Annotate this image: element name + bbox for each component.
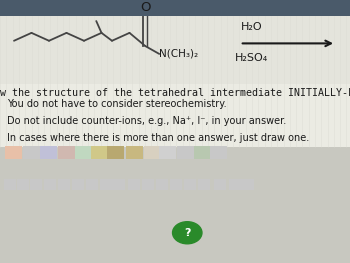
Text: You do not have to consider stereochemistry.: You do not have to consider stereochemis… (7, 99, 227, 109)
Text: ?: ? (184, 228, 190, 238)
Bar (4, 179, 16, 190)
Bar (30, 179, 42, 190)
Text: H₂O: H₂O (241, 22, 263, 32)
Bar (198, 179, 210, 190)
Circle shape (173, 222, 202, 244)
Bar (0, 0, 350, 84)
Bar (159, 146, 176, 159)
Bar (0, 84, 350, 147)
Bar (128, 179, 140, 190)
Bar (23, 146, 40, 159)
Text: In cases where there is more than one answer, just draw one.: In cases where there is more than one an… (7, 133, 309, 143)
Bar (142, 179, 154, 190)
Bar (126, 146, 143, 159)
Bar (144, 146, 160, 159)
Bar (0, 147, 350, 205)
Text: N(CH₃)₂: N(CH₃)₂ (159, 49, 198, 59)
Bar (229, 179, 242, 190)
Bar (214, 179, 226, 190)
Bar (0, 0, 350, 16)
Bar (86, 179, 98, 190)
Bar (44, 179, 56, 190)
Bar (156, 179, 168, 190)
Bar (0, 205, 350, 263)
Bar (58, 146, 75, 159)
Bar (72, 179, 84, 190)
Bar (5, 146, 22, 159)
Bar (170, 179, 182, 190)
Text: Do not include counter-ions, e.g., Na⁺, I⁻, in your answer.: Do not include counter-ions, e.g., Na⁺, … (7, 116, 286, 126)
Bar (58, 179, 70, 190)
Bar (107, 146, 124, 159)
Bar (241, 179, 254, 190)
Bar (75, 146, 92, 159)
Text: H₂SO₄: H₂SO₄ (235, 53, 269, 63)
Bar (112, 179, 125, 190)
Bar (210, 146, 227, 159)
Bar (40, 146, 57, 159)
Bar (184, 179, 196, 190)
Text: O: O (140, 2, 150, 14)
Bar (91, 146, 108, 159)
Bar (194, 146, 211, 159)
Text: w the structure of the tetrahedral intermediate INITIALLY-FORMED: w the structure of the tetrahedral inter… (0, 88, 350, 98)
Bar (17, 179, 29, 190)
Bar (177, 146, 194, 159)
Bar (100, 179, 112, 190)
